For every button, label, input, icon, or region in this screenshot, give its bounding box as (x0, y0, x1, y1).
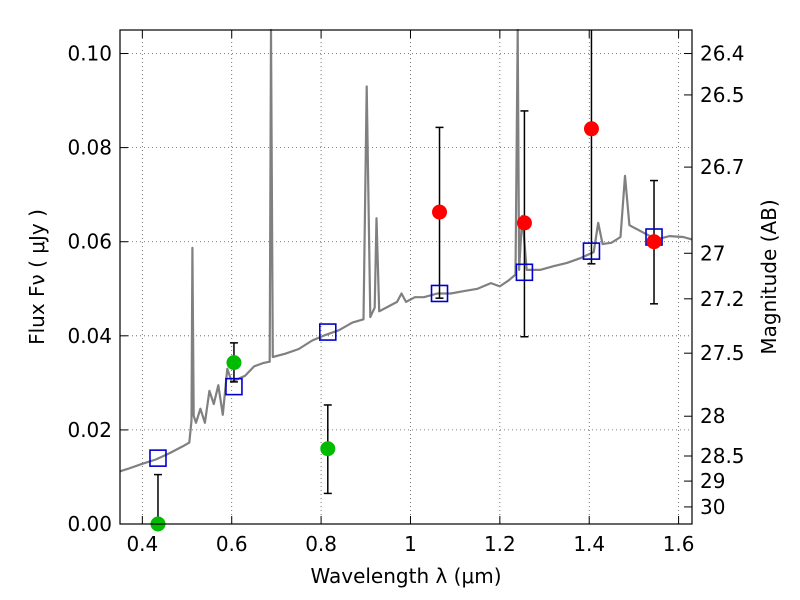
photometry-point (320, 441, 336, 457)
photometry-point (583, 121, 599, 137)
model-square (582, 242, 601, 260)
error-bars (153, 30, 659, 524)
mag-tick-label: 27 (700, 241, 725, 265)
y-tick-label: 0.06 (67, 230, 112, 254)
y-tick-label: 0.02 (67, 418, 112, 442)
model-square (515, 263, 534, 282)
mag-tick-label: 27.5 (700, 341, 745, 365)
y-tick-label: 0.10 (67, 42, 112, 66)
x-axis-label: Wavelength λ (μm) (310, 564, 501, 588)
photometry-point (516, 215, 532, 231)
model-squares (149, 228, 663, 467)
mag-tick-label: 30 (700, 495, 725, 519)
plot-frame (119, 29, 693, 525)
mag-tick-label: 26.7 (700, 155, 745, 179)
y-tick-label: 0.04 (67, 324, 112, 348)
mag-tick-label: 28 (700, 404, 725, 428)
grid (120, 30, 692, 525)
photometry-point (226, 355, 242, 371)
spectrum-path (119, 28, 693, 473)
x-tick-label: 1 (404, 532, 417, 556)
mag-tick-label: 29 (700, 469, 725, 493)
model-square (430, 284, 449, 303)
y-tick-label: 0.00 (67, 512, 112, 536)
y-axis-label: Flux Fν ( μJy ) (25, 209, 49, 345)
x-tick-label: 0.4 (126, 532, 158, 556)
mag-tick-label: 26.5 (700, 83, 745, 107)
x-tick-label: 1.2 (484, 532, 516, 556)
mag-tick-label: 26.4 (700, 42, 745, 66)
axis-ticks: 0.4 0.6 0.8 1 1.2 1.4 1.6 0.00 0.02 0.04 0.06 0.08 0… (67, 30, 745, 556)
model-square (225, 377, 243, 396)
mag-tick-label: 28.5 (700, 444, 745, 468)
x-tick-label: 0.8 (305, 532, 337, 556)
right-axis-label: Magnitude (AB) (757, 199, 781, 354)
photometry-points (150, 121, 662, 532)
x-tick-label: 1.4 (573, 532, 605, 556)
x-tick-label: 0.6 (216, 532, 248, 556)
model-square (318, 323, 337, 341)
mag-tick-label: 27.2 (700, 287, 745, 311)
photometry-point (432, 204, 448, 220)
photometry-point (646, 234, 662, 250)
y-tick-label: 0.08 (67, 136, 112, 160)
model-square (149, 449, 167, 467)
x-tick-label: 1.6 (663, 532, 695, 556)
spectrum-line (119, 28, 693, 473)
